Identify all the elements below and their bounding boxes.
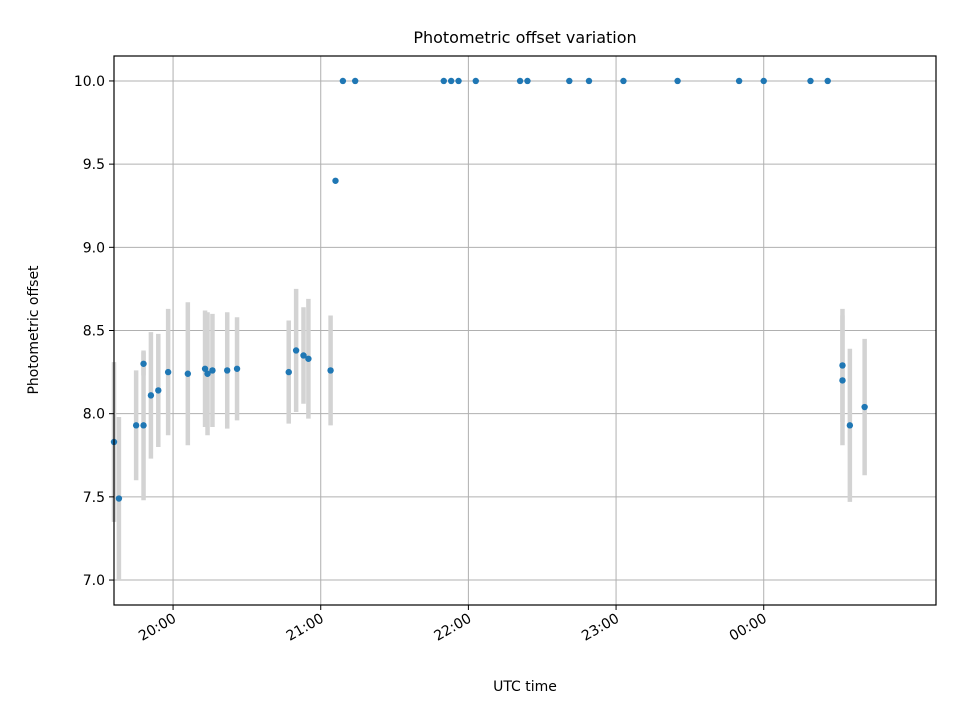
data-point [839,362,846,369]
y-tick-label: 10.0 [74,74,105,90]
data-point [184,370,192,377]
data-point [674,77,681,85]
grid [114,56,936,605]
data-point [305,355,312,362]
data-point [115,495,123,502]
data-point [620,77,627,85]
y-axis: 7.0 7.5 8.0 8.5 9.0 9.5 10.0 [74,74,114,589]
y-tick-label: 7.5 [83,490,105,506]
y-tick-label: 8.0 [83,407,105,423]
data-point [351,77,359,85]
data-point [132,422,140,429]
data-point [516,77,524,85]
data-point [585,77,593,85]
data-points [110,77,868,502]
data-point [807,77,814,85]
y-tick-label: 9.0 [83,240,105,256]
data-point [201,365,209,372]
data-point [233,365,241,372]
y-tick-label: 9.5 [83,157,105,173]
x-axis-label: UTC time [493,679,557,695]
data-point [285,368,292,376]
data-point [824,77,831,85]
data-point [846,422,854,429]
data-point [447,77,455,85]
data-point [155,387,162,394]
data-point [204,370,211,377]
data-point [224,367,231,374]
data-point [339,77,347,85]
data-point [140,360,147,367]
data-point [332,177,339,184]
y-axis-label: Photometric offset [26,265,42,395]
data-point [147,392,155,399]
y-tick-label: 8.5 [83,324,105,340]
data-point [140,422,147,429]
data-point [735,77,743,85]
data-point [209,367,216,374]
data-point [455,77,462,85]
data-point [861,403,868,411]
y-tick-label: 7.0 [83,573,105,589]
chart-title: Photometric offset variation [413,28,636,47]
data-point [292,347,300,354]
data-point [760,77,767,85]
data-point [524,77,531,85]
data-point [327,367,334,374]
data-point [566,77,573,85]
data-point [440,77,447,85]
data-point [164,368,172,376]
data-point [839,377,846,384]
data-point [472,77,479,85]
data-point [300,352,307,359]
